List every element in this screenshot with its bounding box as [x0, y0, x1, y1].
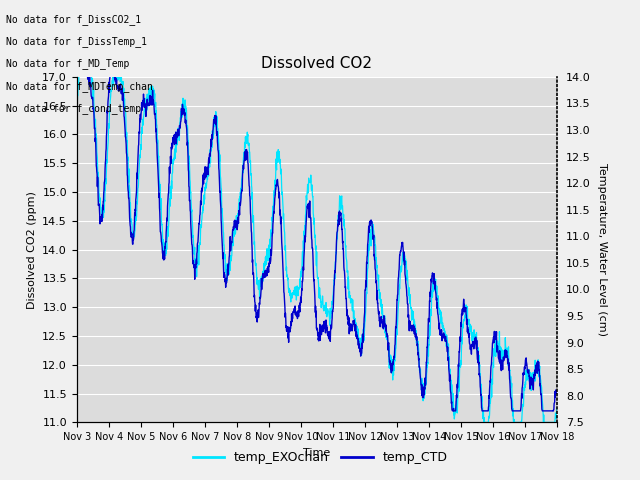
Text: No data for f_MDTemp_chan: No data for f_MDTemp_chan — [6, 81, 153, 92]
X-axis label: Time: Time — [303, 448, 330, 457]
Y-axis label: Temperature, Water Level (cm): Temperature, Water Level (cm) — [597, 163, 607, 336]
Text: No data for f_DissCO2_1: No data for f_DissCO2_1 — [6, 14, 141, 25]
Text: No data for f_MD_Temp: No data for f_MD_Temp — [6, 59, 130, 70]
Text: No data for f_DissTemp_1: No data for f_DissTemp_1 — [6, 36, 147, 48]
Text: No data for f_cond_temp: No data for f_cond_temp — [6, 103, 141, 114]
Y-axis label: Dissolved CO2 (ppm): Dissolved CO2 (ppm) — [27, 191, 36, 309]
Legend: temp_EXOchan, temp_CTD: temp_EXOchan, temp_CTD — [188, 446, 452, 469]
Title: Dissolved CO2: Dissolved CO2 — [261, 57, 372, 72]
